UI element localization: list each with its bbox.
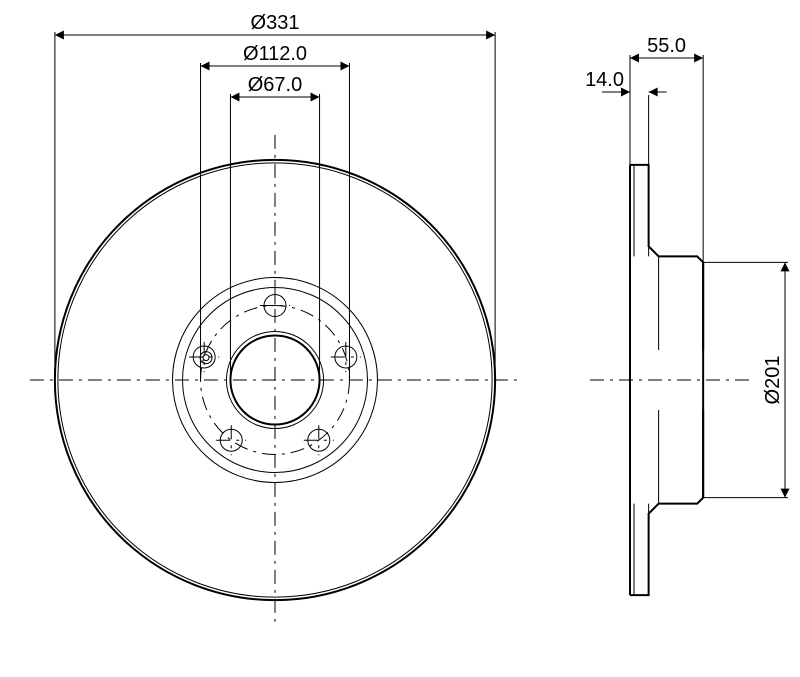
svg-text:55.0: 55.0 [647,35,686,57]
svg-text:Ø67.0: Ø67.0 [248,74,302,96]
side-view: 55.0 14.0 Ø201 [585,35,789,595]
svg-text:Ø331: Ø331 [251,12,300,34]
svg-text:14.0: 14.0 [585,69,624,91]
front-view: Ø331 Ø112.0 Ø67.0 [30,12,520,625]
svg-text:Ø201: Ø201 [762,356,784,405]
svg-text:Ø112.0: Ø112.0 [243,43,307,65]
